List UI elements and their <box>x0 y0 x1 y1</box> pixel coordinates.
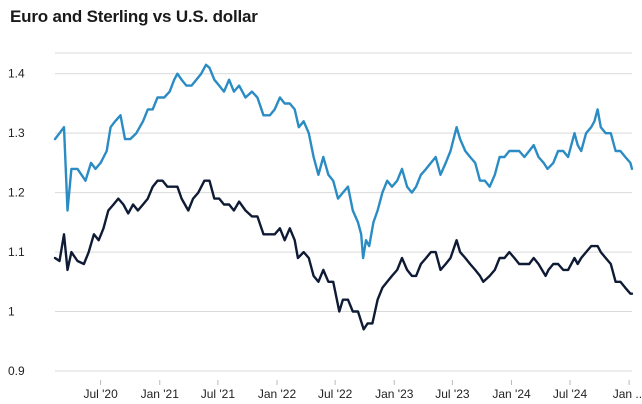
y-tick-label: 0.9 <box>8 364 25 378</box>
series-line-upper <box>53 63 634 260</box>
x-tick-label: Jan ... <box>613 387 642 401</box>
y-tick-label: 1.3 <box>8 126 25 140</box>
series-line-lower <box>53 179 634 331</box>
series-lines <box>53 63 634 331</box>
x-tick-label: Jul '22 <box>318 387 353 401</box>
x-tick-label: Jul '24 <box>553 387 588 401</box>
y-tick-label: 1.2 <box>8 186 25 200</box>
chart-title: Euro and Sterling vs U.S. dollar <box>10 7 258 26</box>
x-tick-label: Jan '24 <box>492 387 531 401</box>
x-tick-label: Jan '22 <box>258 387 297 401</box>
x-axis-ticks: Jul '20 Jan '21 Jul '21 Jan '22 Jul '22 Jan '… <box>83 380 642 401</box>
y-axis-ticks: 0.9 1 1.1 1.2 1.3 1.4 <box>8 67 25 378</box>
x-tick-label: Jul '21 <box>201 387 236 401</box>
y-tick-label: 1 <box>8 305 15 319</box>
x-tick-label: Jan '23 <box>375 387 414 401</box>
y-tick-label: 1.4 <box>8 67 25 81</box>
x-tick-label: Jan '21 <box>141 387 180 401</box>
x-tick-label: Jul '20 <box>83 387 118 401</box>
x-tick-label: Jul '23 <box>435 387 470 401</box>
y-tick-label: 1.1 <box>8 245 25 259</box>
grid-lines <box>55 52 632 372</box>
